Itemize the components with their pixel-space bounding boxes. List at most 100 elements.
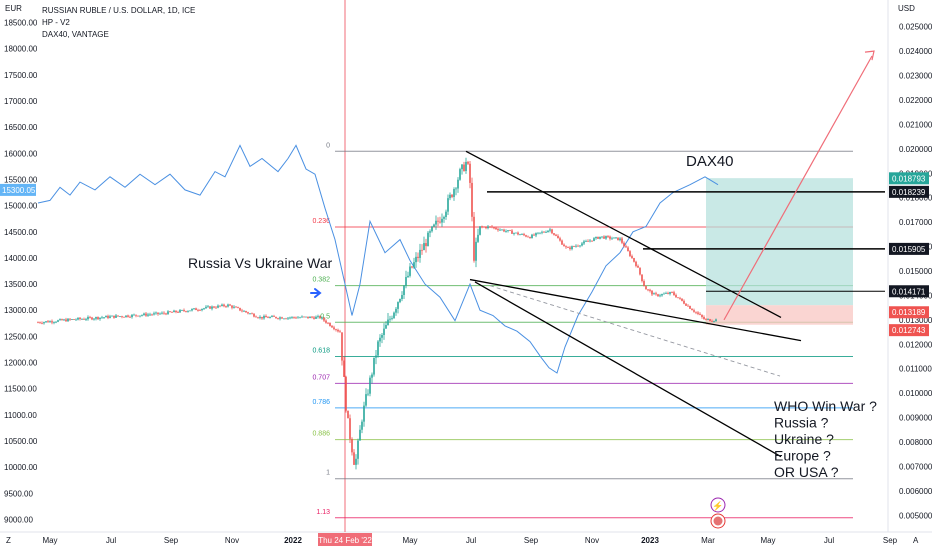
fib-level-label: 0	[326, 142, 330, 149]
fib-level-label: 1	[326, 470, 330, 477]
right-axis-tick: 0.021000	[899, 120, 932, 129]
time-axis-tick: Jul	[824, 536, 834, 545]
candle-body	[353, 452, 355, 465]
question-annotation: Russia ?	[774, 415, 829, 431]
candle-body	[537, 232, 539, 234]
candle-body	[505, 231, 507, 232]
candle-body	[547, 230, 549, 233]
candle-body	[407, 275, 409, 278]
blue-arrow-marker	[310, 288, 322, 298]
candle-body	[285, 318, 287, 320]
candle-body	[209, 306, 211, 309]
right-price-badge	[889, 242, 929, 255]
candle-body	[211, 306, 213, 309]
lower-channel-trendline	[469, 278, 802, 342]
candle-body	[461, 164, 463, 170]
candle-body	[591, 240, 593, 242]
dashed-trendline	[489, 285, 781, 377]
candle-body	[277, 318, 279, 319]
candle-body	[435, 220, 437, 225]
candle-body	[433, 224, 435, 227]
left-axis-tick: 15500.00	[4, 175, 38, 184]
candle-body	[231, 305, 233, 308]
candle-body	[691, 308, 693, 311]
candle-body	[473, 216, 475, 261]
candle-body	[315, 316, 317, 319]
candle-body	[509, 230, 511, 231]
right-axis-tick: 0.011000	[899, 365, 932, 374]
candle-body	[545, 232, 547, 233]
candle-body	[311, 316, 313, 318]
candle-body	[157, 312, 159, 315]
candle-body	[511, 230, 513, 234]
question-annotation: Ukraine ?	[774, 431, 834, 447]
candle-body	[687, 305, 689, 307]
question-annotation: Europe ?	[774, 448, 831, 464]
candle-body	[501, 229, 503, 231]
candle-body	[379, 337, 381, 342]
candle-body	[321, 317, 323, 319]
candle-body	[337, 329, 339, 332]
candle-body	[169, 311, 171, 313]
right-axis-tick: 0.015000	[899, 267, 932, 276]
candle-body	[55, 321, 57, 323]
candle-body	[161, 312, 163, 314]
candle-body	[109, 316, 111, 318]
candle-body	[683, 300, 685, 304]
right-axis-tick: 0.005000	[899, 511, 932, 520]
candle-body	[343, 360, 345, 377]
candle-body	[205, 306, 207, 309]
candle-body	[415, 256, 417, 263]
candle-body	[79, 317, 81, 320]
candle-body	[581, 243, 583, 246]
candle-body	[459, 169, 461, 180]
candle-body	[371, 374, 373, 378]
candle-body	[529, 237, 531, 239]
candle-body	[341, 332, 343, 361]
candle-body	[451, 194, 453, 197]
candle-body	[663, 293, 665, 295]
candle-body	[131, 314, 133, 318]
candle-body	[295, 317, 297, 319]
candle-body	[495, 227, 497, 230]
candle-body	[37, 322, 39, 324]
long-down-trendline	[474, 281, 782, 458]
candle-body	[185, 310, 187, 312]
candle-body	[201, 308, 203, 311]
candle-body	[483, 226, 485, 228]
candle-body	[615, 237, 617, 239]
right-price-label: 0.015905	[892, 245, 926, 254]
candle-body	[299, 317, 301, 319]
candle-body	[669, 292, 671, 294]
time-axis-tick: 2023	[641, 536, 659, 545]
candle-body	[655, 293, 657, 295]
right-axis-tick: 0.025000	[899, 23, 932, 32]
left-price-badge	[0, 183, 36, 196]
candle-body	[155, 312, 157, 314]
candle-body	[387, 319, 389, 326]
bottom-left-corner-label: Z	[6, 536, 11, 545]
candle-body	[565, 246, 567, 248]
candle-body	[39, 322, 41, 324]
candle-body	[445, 211, 447, 218]
candle-body	[555, 234, 557, 236]
candle-body	[671, 292, 673, 293]
candle-body	[393, 312, 395, 318]
candle-body	[579, 245, 581, 247]
compare-symbol-label: DAX40, VANTAGE	[42, 30, 109, 39]
candle-body	[41, 322, 43, 324]
right-price-label: 0.018239	[892, 188, 926, 197]
candle-body	[627, 247, 629, 252]
candle-body	[661, 294, 663, 296]
flag-icon	[713, 516, 723, 526]
right-axis-tick: 0.008000	[899, 438, 932, 447]
candle-body	[541, 231, 543, 233]
candle-body	[351, 438, 353, 453]
candle-body	[239, 307, 241, 311]
candle-body	[557, 235, 559, 239]
candle-body	[349, 418, 351, 439]
time-axis-tick: Nov	[585, 536, 599, 545]
candle-body	[307, 316, 309, 319]
